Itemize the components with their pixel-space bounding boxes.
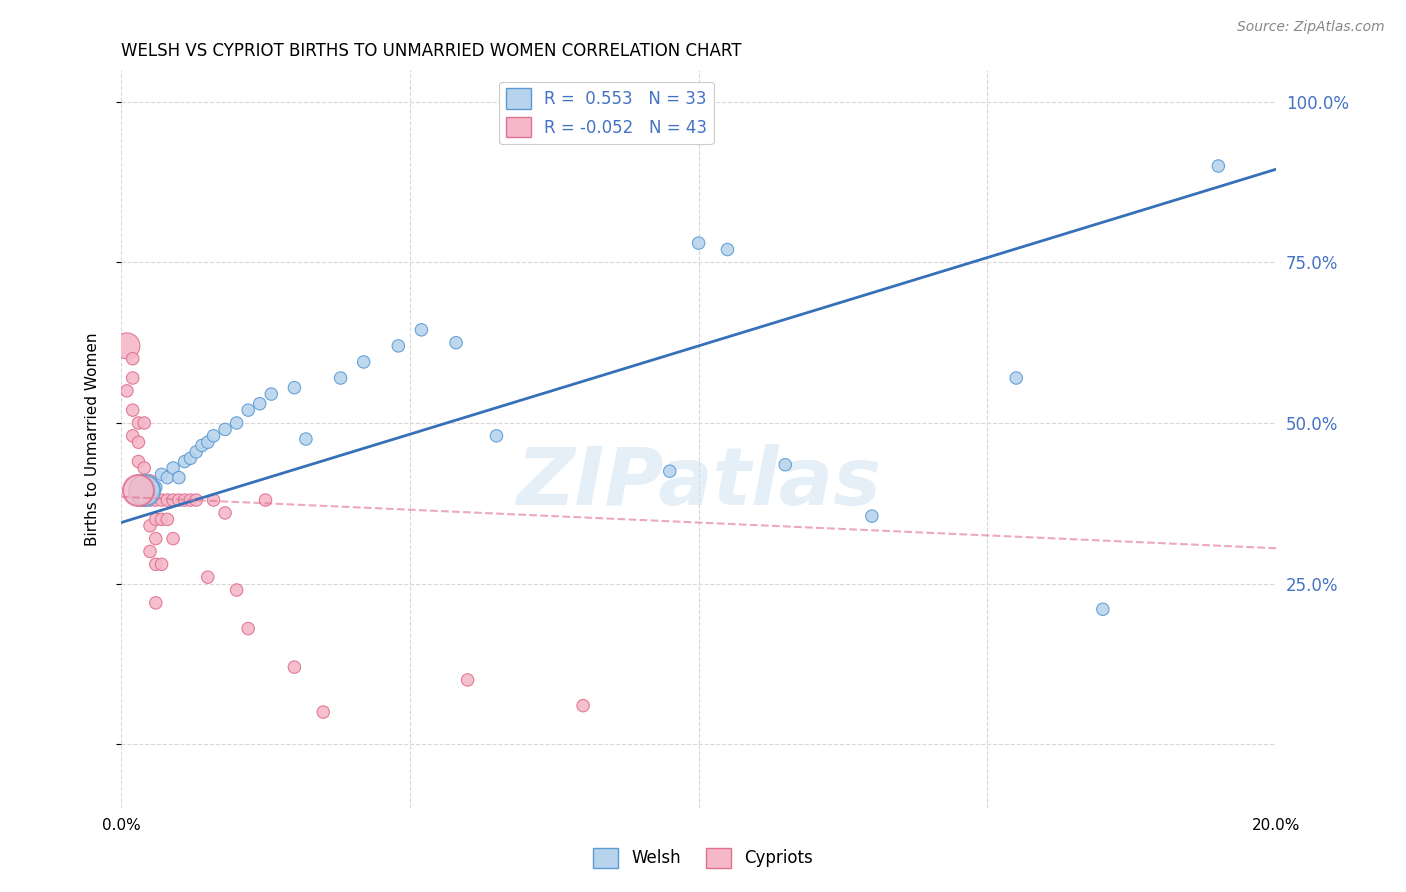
Point (121, 403, 143, 417)
Point (134, 493, 156, 508)
Text: 0.0%: 0.0% (101, 818, 141, 833)
Point (225, 416, 247, 430)
Point (139, 483, 162, 498)
Point (145, 493, 167, 508)
Point (202, 493, 225, 508)
Point (444, 335, 467, 350)
Point (1091, 602, 1114, 616)
Point (457, 673, 479, 687)
Point (121, 429, 143, 443)
Point (197, 570, 219, 584)
Point (1208, 159, 1230, 173)
Point (150, 467, 173, 482)
Point (214, 506, 236, 520)
Point (139, 493, 162, 508)
Point (658, 464, 681, 478)
Point (173, 454, 195, 468)
Point (139, 474, 162, 488)
Point (186, 493, 208, 508)
Point (127, 480, 149, 494)
Point (716, 243, 738, 257)
Point (186, 445, 208, 459)
Point (773, 458, 796, 472)
Point (145, 532, 167, 546)
Legend: Welsh, Cypriots: Welsh, Cypriots (586, 841, 820, 875)
Point (162, 493, 184, 508)
Point (121, 351, 143, 366)
Point (145, 596, 167, 610)
Point (312, 705, 335, 719)
Point (295, 432, 318, 446)
Point (145, 512, 167, 526)
Text: WELSH VS CYPRIOT BIRTHS TO UNMARRIED WOMEN CORRELATION CHART: WELSH VS CYPRIOT BIRTHS TO UNMARRIED WOM… (121, 42, 741, 60)
Point (156, 470, 179, 484)
Point (150, 512, 173, 526)
Point (162, 461, 184, 475)
Point (329, 371, 352, 385)
Legend: R =  0.553   N = 33, R = -0.052   N = 43: R = 0.553 N = 33, R = -0.052 N = 43 (499, 82, 714, 144)
Point (688, 236, 710, 251)
Point (134, 483, 156, 498)
Point (115, 384, 138, 398)
Point (150, 493, 173, 508)
Text: 20.0%: 20.0% (1251, 818, 1301, 833)
Point (173, 493, 195, 508)
Y-axis label: Births to Unmarried Women: Births to Unmarried Women (86, 333, 100, 546)
Point (485, 429, 508, 443)
Point (238, 622, 260, 636)
Point (179, 493, 201, 508)
Point (127, 483, 149, 498)
Point (197, 435, 219, 450)
Point (254, 493, 277, 508)
Text: Source: ZipAtlas.com: Source: ZipAtlas.com (1237, 20, 1385, 34)
Point (860, 509, 883, 524)
Point (1005, 371, 1028, 385)
Point (134, 416, 156, 430)
Point (191, 438, 214, 452)
Point (225, 582, 247, 597)
Point (145, 558, 167, 572)
Point (167, 470, 190, 484)
Point (115, 339, 138, 353)
Point (202, 429, 225, 443)
Point (150, 558, 173, 572)
Point (411, 323, 433, 337)
Point (121, 371, 143, 385)
Point (139, 518, 162, 533)
Point (139, 544, 162, 558)
Point (162, 532, 184, 546)
Point (260, 387, 283, 401)
Point (249, 397, 271, 411)
Point (214, 422, 236, 436)
Point (127, 454, 149, 468)
Point (156, 512, 179, 526)
Point (179, 451, 201, 466)
Point (145, 480, 167, 494)
Point (387, 339, 409, 353)
Point (572, 698, 595, 713)
Point (127, 435, 149, 450)
Point (134, 461, 156, 475)
Text: ZIPatlas: ZIPatlas (516, 444, 882, 523)
Point (283, 660, 305, 674)
Point (283, 381, 305, 395)
Point (156, 493, 179, 508)
Point (238, 403, 260, 417)
Point (353, 355, 375, 369)
Point (167, 493, 190, 508)
Point (127, 416, 149, 430)
